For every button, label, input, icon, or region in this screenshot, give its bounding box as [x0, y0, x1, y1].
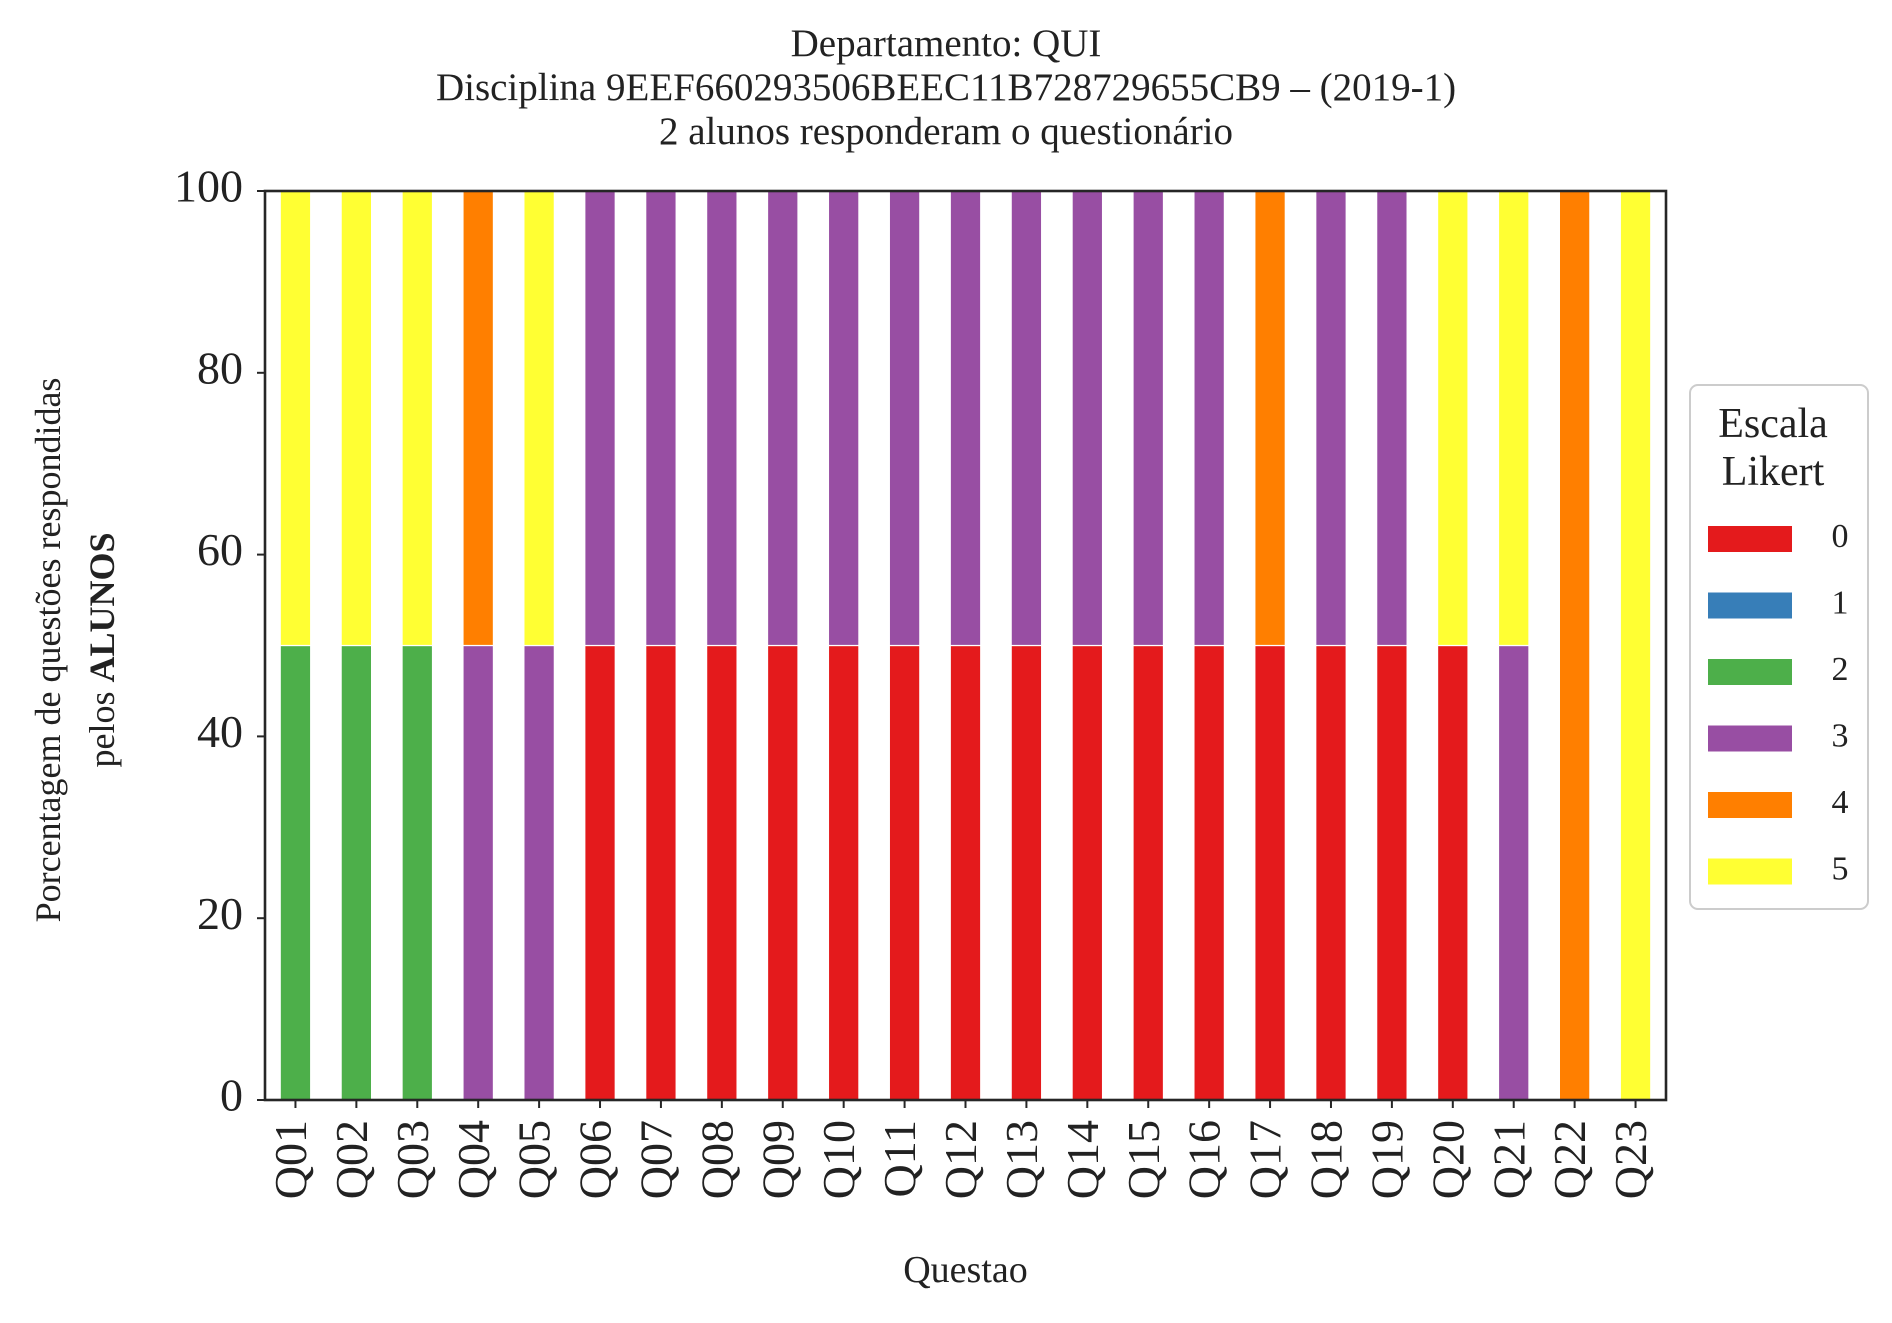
bar-Q08-scale-3: [706, 190, 738, 647]
x-tick-label: Q12: [935, 1120, 986, 1199]
x-tick-label: Q10: [813, 1120, 864, 1199]
x-tick-label: Q21: [1483, 1120, 1534, 1199]
x-tick-label: Q08: [691, 1120, 742, 1199]
legend-title-line-1: Escala: [1718, 401, 1828, 447]
bar-Q11-scale-0: [888, 644, 921, 1101]
legend-label-4: 4: [1832, 784, 1849, 821]
bar-Q02-scale-5: [340, 190, 373, 647]
bar-Q08-scale-0: [706, 644, 738, 1101]
x-tick-label: Q04: [448, 1120, 499, 1199]
bar-Q12-scale-0: [949, 644, 982, 1101]
bar-Q19-scale-3: [1376, 190, 1408, 647]
title-line-3: 2 alunos responderam o questionário: [658, 110, 1234, 153]
bar-Q20-scale-0: [1436, 644, 1469, 1101]
x-tick-label: Q05: [509, 1120, 560, 1199]
x-tick-label: Q16: [1179, 1120, 1230, 1199]
legend-swatch-2: [1708, 659, 1792, 685]
legend-swatch-1: [1708, 592, 1792, 619]
y-axis-label-bold: ALUNOS: [82, 532, 122, 682]
x-tick-label: Q01: [265, 1120, 316, 1199]
bar-Q11-scale-3: [888, 190, 921, 647]
bar-Q20-scale-5: [1436, 190, 1469, 647]
x-tick-label: Q15: [1118, 1120, 1169, 1199]
bar-Q22-scale-4: [1558, 190, 1591, 1101]
bar-Q15-scale-3: [1132, 190, 1165, 647]
y-axis-label-line-1: Porcentagem de questões respondidas: [28, 378, 68, 923]
x-tick-label: Q02: [326, 1120, 377, 1199]
legend-box: [1689, 384, 1869, 910]
y-tick-label: 60: [197, 524, 243, 575]
bar-Q01-scale-5: [279, 190, 312, 647]
bar-Q14-scale-3: [1071, 190, 1104, 647]
y-tick-label: 40: [197, 706, 243, 757]
x-tick-label: Q14: [1057, 1120, 1108, 1199]
x-tick-label: Q03: [387, 1120, 438, 1199]
bar-Q18-scale-3: [1315, 190, 1347, 647]
y-tick-label: 0: [220, 1070, 243, 1121]
legend-title-line-2: Likert: [1722, 449, 1825, 495]
bar-Q09-scale-3: [766, 190, 799, 647]
legend-swatch-4: [1708, 792, 1792, 818]
bar-Q12-scale-3: [949, 190, 982, 647]
bar-Q19-scale-0: [1376, 644, 1408, 1101]
y-axis-label-line-2: pelos ALUNOS: [82, 532, 122, 767]
x-tick-label: Q18: [1301, 1120, 1352, 1199]
bar-Q10-scale-0: [827, 644, 860, 1101]
bar-Q09-scale-0: [766, 644, 799, 1101]
x-tick-label: Q11: [874, 1120, 925, 1198]
bar-Q21-scale-3: [1497, 644, 1530, 1101]
legend-swatch-5: [1708, 858, 1792, 885]
bar-Q17-scale-4: [1254, 190, 1286, 647]
title-line-1: Departamento: QUI: [790, 22, 1102, 65]
bar-Q13-scale-0: [1010, 644, 1043, 1101]
x-tick-label: Q07: [630, 1120, 681, 1199]
legend-label-5: 5: [1832, 850, 1849, 887]
bar-Q02-scale-2: [340, 644, 373, 1101]
legend-label-3: 3: [1832, 717, 1849, 754]
bar-Q03-scale-5: [401, 190, 434, 647]
x-tick-label: Q06: [570, 1120, 621, 1199]
bar-Q18-scale-0: [1315, 644, 1347, 1101]
bar-Q05-scale-3: [523, 644, 555, 1101]
bar-Q04-scale-4: [462, 190, 495, 647]
y-tick-label: 80: [197, 342, 243, 393]
legend-swatch-0: [1708, 526, 1792, 552]
bar-Q06-scale-0: [584, 644, 616, 1101]
bar-Q01-scale-2: [279, 644, 312, 1101]
y-axis-label-prefix: pelos: [82, 683, 122, 768]
bar-Q06-scale-3: [584, 190, 616, 647]
legend-label-2: 2: [1832, 651, 1849, 688]
x-tick-label: Q22: [1544, 1120, 1595, 1199]
bar-Q16-scale-0: [1193, 644, 1225, 1101]
bar-Q17-scale-0: [1254, 644, 1286, 1101]
bar-Q10-scale-3: [827, 190, 860, 647]
bar-Q13-scale-3: [1010, 190, 1043, 647]
x-tick-label: Q09: [752, 1120, 803, 1199]
x-tick-label: Q23: [1605, 1120, 1656, 1199]
bar-Q23-scale-5: [1619, 190, 1652, 1101]
x-tick-label: Q13: [996, 1120, 1047, 1199]
legend-label-1: 1: [1832, 584, 1849, 621]
x-tick-label: Q17: [1240, 1120, 1291, 1199]
bar-Q04-scale-3: [462, 644, 495, 1101]
bar-Q15-scale-0: [1132, 644, 1165, 1101]
y-tick-label: 100: [174, 161, 243, 212]
bar-Q21-scale-5: [1497, 190, 1530, 647]
bar-Q16-scale-3: [1193, 190, 1225, 647]
legend-swatch-3: [1708, 725, 1792, 752]
x-tick-label: Q20: [1422, 1120, 1473, 1199]
y-tick-label: 20: [197, 888, 243, 939]
bar-Q05-scale-5: [523, 190, 555, 647]
bar-Q07-scale-3: [645, 190, 677, 647]
bar-Q03-scale-2: [401, 644, 434, 1101]
title-line-2: Disciplina 9EEF660293506BEEC11B728729655…: [435, 66, 1457, 109]
x-axis-label: Questao: [903, 1249, 1028, 1291]
bar-Q07-scale-0: [645, 644, 677, 1101]
bar-Q14-scale-0: [1071, 644, 1104, 1101]
x-tick-label: Q19: [1361, 1120, 1412, 1199]
legend-label-0: 0: [1832, 518, 1849, 555]
